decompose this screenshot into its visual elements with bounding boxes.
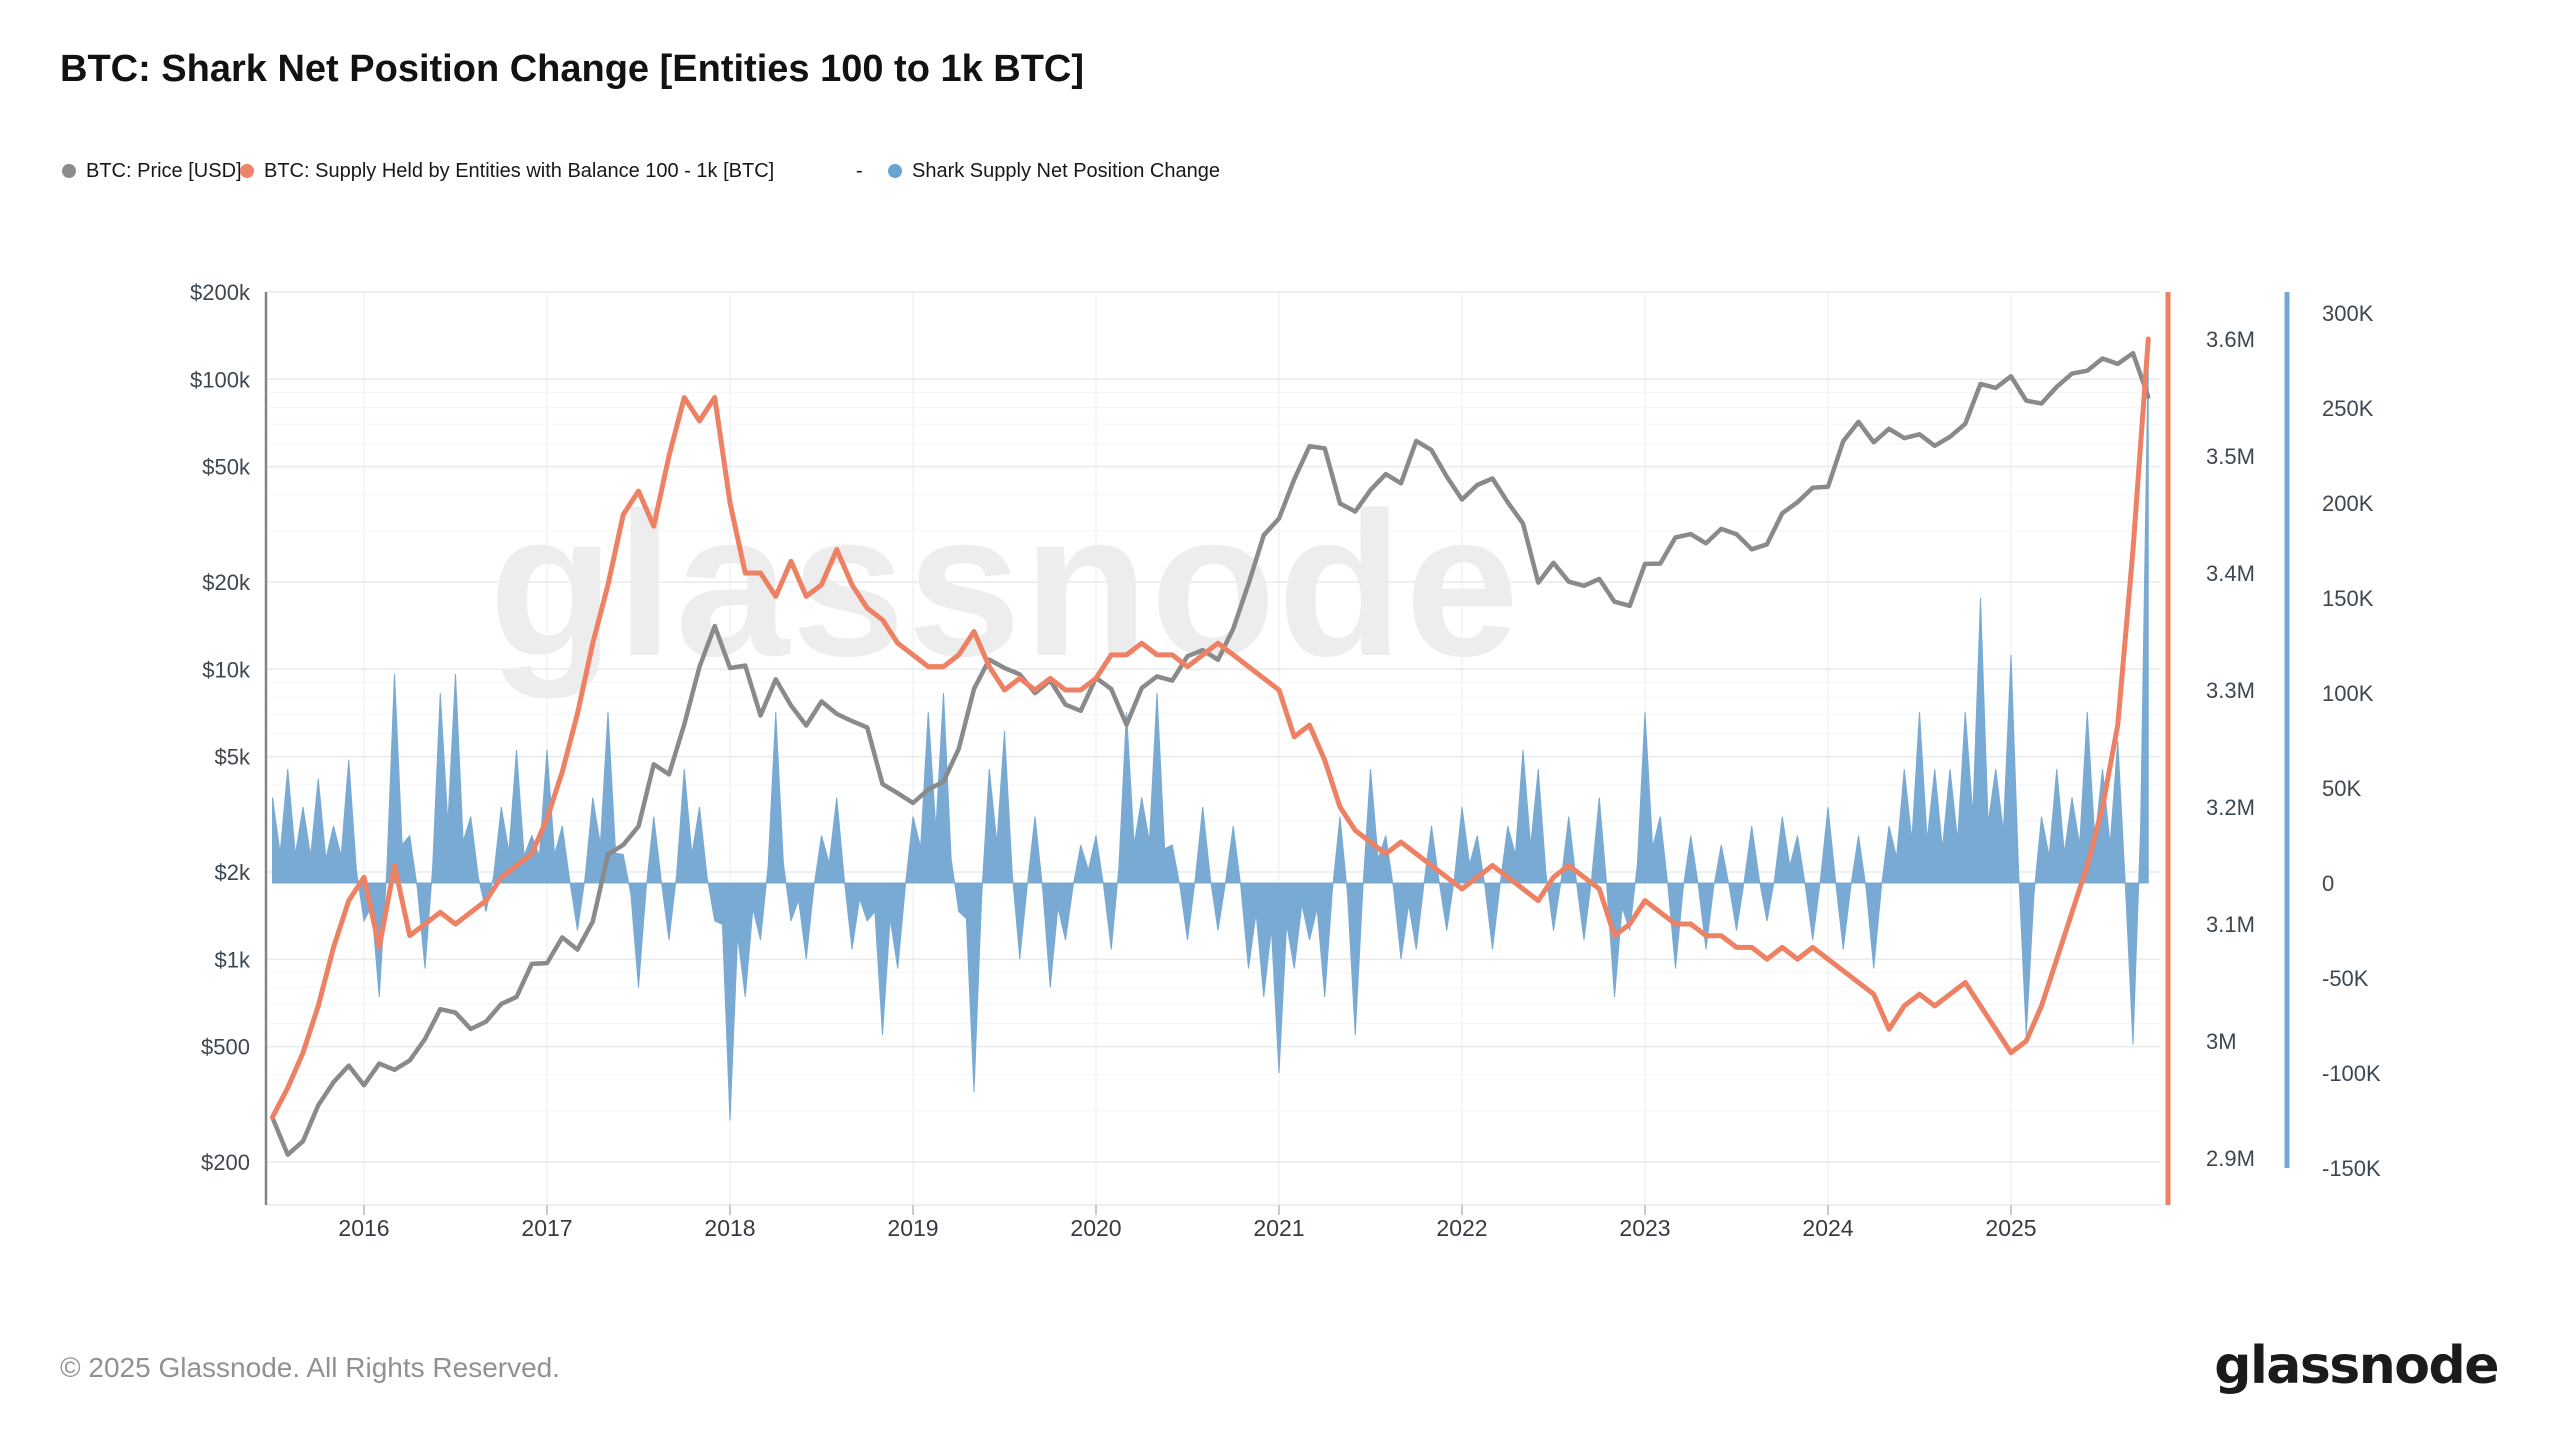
- price-axis-tick-label: $100k: [190, 367, 251, 392]
- npc-axis-tick-label: -150K: [2322, 1156, 2381, 1181]
- supply-axis-tick-label: 2.9M: [2206, 1146, 2255, 1171]
- x-axis-year-label: 2022: [1436, 1215, 1487, 1241]
- supply-axis-tick-label: 3.1M: [2206, 912, 2255, 937]
- price-axis-tick-label: $20k: [202, 570, 251, 595]
- x-axis-year-label: 2023: [1619, 1215, 1670, 1241]
- legend-label-supply: BTC: Supply Held by Entities with Balanc…: [264, 159, 775, 182]
- x-axis-year-label: 2020: [1070, 1215, 1121, 1241]
- legend-separator: -: [856, 156, 863, 186]
- price-axis-tick-label: $200: [201, 1150, 250, 1175]
- npc-axis-tick-label: 0: [2322, 871, 2334, 896]
- npc-axis-tick-label: -50K: [2322, 966, 2369, 991]
- supply-axis-tick-label: 3.3M: [2206, 678, 2255, 703]
- legend-item-supply[interactable]: BTC: Supply Held by Entities with Balanc…: [240, 156, 774, 186]
- npc-axis-tick-label: 150K: [2322, 586, 2374, 611]
- net-position-change-area: [272, 350, 2149, 1121]
- x-axis-year-label: 2024: [1802, 1215, 1853, 1241]
- legend-item-price[interactable]: BTC: Price [USD]: [62, 156, 242, 186]
- npc-axis-tick-label: 200K: [2322, 491, 2374, 516]
- legend-label-price: BTC: Price [USD]: [86, 159, 242, 182]
- x-axis-year-label: 2019: [887, 1215, 938, 1241]
- npc-axis-tick-label: 300K: [2322, 301, 2374, 326]
- chart-title: BTC: Shark Net Position Change [Entities…: [60, 48, 1085, 90]
- price-axis-tick-label: $1k: [215, 947, 251, 972]
- price-axis-tick-label: $500: [201, 1035, 250, 1060]
- x-axis-year-label: 2016: [338, 1215, 389, 1241]
- price-legend-dot-icon: [62, 164, 76, 178]
- copyright-text: © 2025 Glassnode. All Rights Reserved.: [60, 1352, 561, 1383]
- x-axis-year-label: 2017: [521, 1215, 572, 1241]
- supply-axis-tick-label: 3.6M: [2206, 327, 2255, 352]
- x-axis-year-label: 2025: [1985, 1215, 2036, 1241]
- net-position-legend-dot-icon: [888, 164, 902, 178]
- npc-axis-tick-label: -100K: [2322, 1061, 2381, 1086]
- price-axis-tick-label: $2k: [215, 860, 251, 885]
- legend-label-net-position: Shark Supply Net Position Change: [912, 159, 1220, 182]
- npc-axis-tick-label: 50K: [2322, 776, 2361, 801]
- price-axis-tick-label: $50k: [202, 455, 251, 480]
- supply-axis-tick-label: 3.2M: [2206, 795, 2255, 820]
- legend-item-net-position[interactable]: Shark Supply Net Position Change: [888, 156, 1220, 186]
- legend-separator-text: -: [856, 159, 863, 182]
- price-axis-tick-label: $10k: [202, 657, 251, 682]
- glassnode-logo: glassnode: [2214, 1336, 2499, 1396]
- price-axis-tick-label: $5k: [215, 745, 251, 770]
- supply-axis-tick-label: 3.4M: [2206, 561, 2255, 586]
- price-axis-tick-label: $200k: [190, 280, 251, 305]
- supply-line: [270, 336, 2151, 1120]
- supply-axis-tick-label: 3M: [2206, 1029, 2237, 1054]
- x-axis-year-label: 2018: [704, 1215, 755, 1241]
- x-axis-year-label: 2021: [1253, 1215, 1304, 1241]
- price-line: [270, 350, 2151, 1157]
- npc-axis-tick-label: 250K: [2322, 396, 2374, 421]
- npc-axis-tick-label: 100K: [2322, 681, 2374, 706]
- supply-axis-tick-label: 3.5M: [2206, 444, 2255, 469]
- supply-legend-dot-icon: [240, 164, 254, 178]
